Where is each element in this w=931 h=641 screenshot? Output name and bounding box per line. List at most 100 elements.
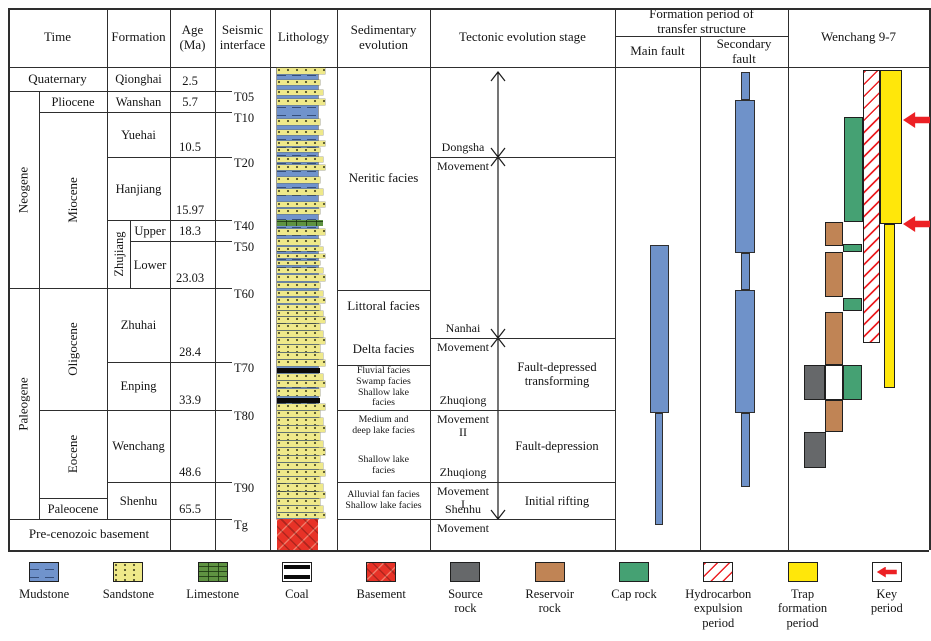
grid-vline <box>270 8 271 550</box>
tectonic-stage-header: Tectonic evolution stage <box>459 29 586 45</box>
seismic-label: T60 <box>234 287 255 301</box>
legend-label: Trap formation period <box>777 587 828 630</box>
seismic-interface-header: Seismic interface <box>219 21 266 52</box>
main-fault-bar <box>649 245 669 413</box>
sandstone-layer <box>277 189 323 195</box>
lithology-header: Lithology <box>277 29 330 45</box>
grid-hline <box>8 519 232 520</box>
facies-label: Medium and deep lake facies <box>352 414 415 436</box>
facies-label: Alluvial fan facies Shallow lake facies <box>345 488 422 511</box>
seismic-label: T40 <box>234 219 255 233</box>
age-label: 23.03 <box>175 271 205 285</box>
facies-label: Shallow lake facies <box>358 454 409 476</box>
movement-label: Dongsha <box>441 140 485 155</box>
movement-label: Movement <box>437 520 489 535</box>
legend-item: Basement <box>339 556 423 640</box>
grid-hline <box>130 241 232 242</box>
legend-label: Reservoir rock <box>525 587 575 616</box>
sandstone-layer <box>277 433 320 440</box>
mud-swatch <box>29 562 60 582</box>
limestone-layer <box>277 220 323 226</box>
sandstone-layer <box>277 261 320 265</box>
seismic-label: T50 <box>234 240 255 254</box>
legend-label: Key period <box>870 587 903 616</box>
reservoir-period-block <box>825 222 843 246</box>
sandstone-layer <box>277 456 320 462</box>
grid-hline <box>39 410 232 411</box>
sandstone-layer <box>277 99 325 105</box>
movement-label: Movement <box>437 158 489 173</box>
movement-label: Movement II <box>437 411 489 439</box>
formation-group-label: Zhujiang <box>111 231 126 277</box>
epoch-label: Pliocene <box>51 94 95 109</box>
sandstone-layer <box>277 275 325 281</box>
key-period-arrow <box>903 216 930 232</box>
legend-item: Hydrocarbon expulsion period <box>676 556 760 640</box>
grid-hline <box>337 482 615 483</box>
sandstone-layer <box>277 283 320 288</box>
formation-header: Formation <box>111 29 166 45</box>
sandstone-layer <box>277 404 325 410</box>
seismic-label: T90 <box>234 481 255 495</box>
legend-label: Basement <box>356 587 406 601</box>
key-period-arrow <box>903 112 930 128</box>
stage-label: Initial rifting <box>524 493 590 508</box>
sandstone-layer <box>277 463 323 469</box>
legend-label: Source rock <box>448 587 483 616</box>
grid-hline <box>8 8 929 10</box>
sandstone-layer <box>277 291 323 296</box>
formation-label: Lower <box>133 257 167 272</box>
grid-vline <box>430 8 431 550</box>
grid-vline <box>39 91 40 519</box>
facies-label: Fluvial facies Swamp facies Shallow lake… <box>356 364 411 409</box>
base-swatch <box>366 562 397 582</box>
cap-period-block <box>844 117 863 222</box>
reservoir-period-block <box>825 312 843 365</box>
sandstone-layer <box>277 418 323 425</box>
formation-label: Wenchang <box>112 439 165 453</box>
grid-hline <box>8 67 929 68</box>
cap-period-block <box>843 365 862 400</box>
sandstone-layer <box>277 448 325 455</box>
trap-swatch <box>787 562 818 582</box>
epoch-label: Oligocene <box>64 322 80 376</box>
main-fault-header: Main fault <box>630 43 685 59</box>
sandstone-layer <box>277 506 323 512</box>
formation-label: Upper <box>134 223 166 238</box>
sandstone-layer <box>277 470 325 476</box>
grid-vline <box>8 8 10 550</box>
sandstone-layer <box>277 68 325 74</box>
sandstone-layer <box>277 426 325 432</box>
grid-vline <box>929 8 931 550</box>
seismic-label: T05 <box>234 90 255 104</box>
grid-hline <box>107 482 232 483</box>
coal-layer <box>277 368 320 373</box>
sandstone-layer <box>277 177 320 183</box>
well-header: Wenchang 9-7 <box>820 29 897 45</box>
facies-label: Delta facies <box>352 340 415 356</box>
age-label: 10.5 <box>179 140 201 154</box>
legend-item: Mudstone <box>2 556 86 640</box>
sandstone-layer <box>277 484 323 491</box>
sandstone-layer <box>277 441 323 447</box>
coal-layer <box>277 398 320 403</box>
sandstone-layer <box>277 311 323 316</box>
movement-label: Zhuqiong <box>439 465 487 480</box>
era-label: Paleogene <box>15 376 31 431</box>
legend-item: Reservoir rock <box>508 556 592 640</box>
seismic-label: Tg <box>234 518 248 532</box>
age-header: Age (Ma) <box>179 21 206 52</box>
movement-label: Nanhai <box>445 321 481 336</box>
sandstone-layer <box>277 254 325 258</box>
sedimentary-evolution-header: Sedimentary evolution <box>350 21 417 52</box>
era-label: Neogene <box>15 166 31 213</box>
lime-swatch <box>197 562 228 582</box>
sandstone-layer <box>277 331 323 337</box>
seismic-label: T70 <box>234 361 255 375</box>
formation-label: Shenhu <box>119 493 158 508</box>
sandstone-layer <box>277 345 320 352</box>
grid-hline <box>107 220 232 221</box>
cap-period-block <box>843 244 862 252</box>
sandstone-layer <box>277 360 325 366</box>
formation-label: Yuehai <box>121 127 156 142</box>
